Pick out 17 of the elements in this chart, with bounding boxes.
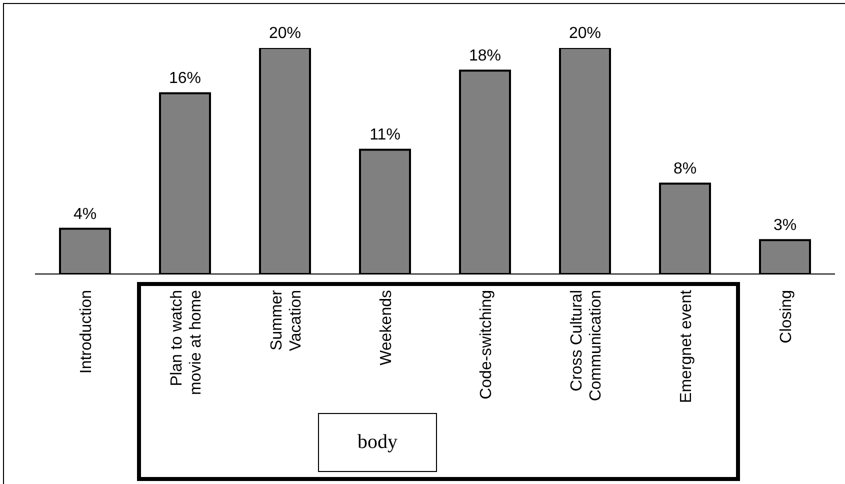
x-tick-label: Introduction	[78, 290, 95, 374]
data-label: 4%	[73, 206, 97, 223]
data-label: 20%	[568, 25, 602, 42]
text: body	[358, 431, 398, 454]
x-tick-label: Summer Vacation	[268, 289, 304, 352]
x-tick-label: Code-switching	[478, 290, 495, 400]
x-tick-label: Closing	[778, 290, 795, 344]
data-label: 18%	[468, 48, 502, 65]
data-label: 16%	[168, 70, 202, 88]
data-label: 11%	[370, 126, 400, 144]
data-label: 8%	[673, 160, 697, 178]
x-tick-label: Plan to watch movie at home	[168, 290, 204, 395]
x-tick-label: Cross Cultural Communication	[568, 290, 604, 402]
data-label: 20%	[268, 25, 302, 42]
x-tick-label: Weekends	[378, 290, 395, 366]
x-tick-label: Emergnet event	[678, 289, 695, 403]
data-label: 3%	[773, 217, 797, 234]
